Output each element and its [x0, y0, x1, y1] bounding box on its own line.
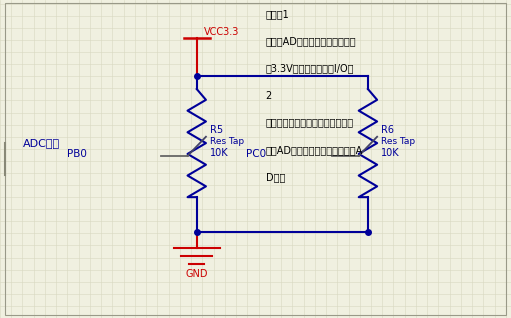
Text: 10K: 10K — [210, 148, 228, 158]
Text: 这里的AD采样电压最大值不能超: 这里的AD采样电压最大值不能超 — [266, 37, 356, 46]
Text: 2: 2 — [266, 91, 272, 100]
Text: Res Tap: Res Tap — [381, 137, 415, 146]
Text: PB0: PB0 — [67, 149, 87, 159]
Text: PC0: PC0 — [246, 149, 266, 159]
Text: 个的AD采样，也可以完成双通道A: 个的AD采样，也可以完成双通道A — [266, 145, 363, 155]
Text: 注意：1: 注意：1 — [266, 10, 289, 19]
Text: ADC实验: ADC实验 — [23, 138, 60, 148]
Text: 10K: 10K — [381, 148, 399, 158]
Text: 过3.3V，否则容易烧坏I/O口: 过3.3V，否则容易烧坏I/O口 — [266, 64, 354, 73]
Text: R5: R5 — [210, 125, 223, 135]
Text: 这里焊接了两个变阻器可以完成单: 这里焊接了两个变阻器可以完成单 — [266, 118, 354, 128]
Text: R6: R6 — [381, 125, 393, 135]
Text: GND: GND — [185, 269, 208, 279]
Text: VCC3.3: VCC3.3 — [204, 27, 240, 37]
Text: Res Tap: Res Tap — [210, 137, 244, 146]
Text: D采样: D采样 — [266, 172, 285, 182]
